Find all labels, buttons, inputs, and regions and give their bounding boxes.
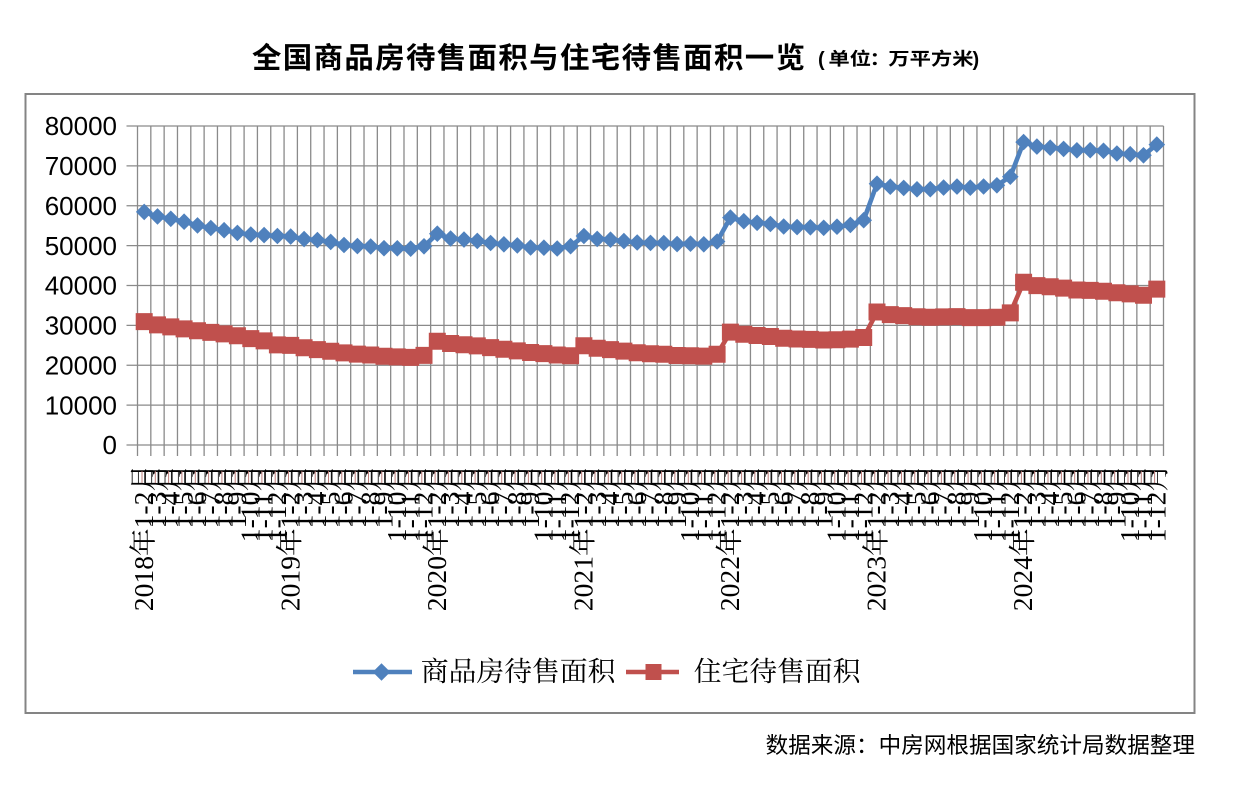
svg-text:2022: 2022 (714, 556, 745, 611)
svg-text:): ) (973, 49, 980, 71)
svg-text:1-8: 1-8 (354, 492, 385, 529)
svg-text:1-10: 1-10 (528, 492, 559, 543)
svg-text:1-2: 1-2 (128, 492, 159, 529)
svg-text:1-7: 1-7 (634, 492, 665, 529)
svg-text:1-10: 1-10 (967, 492, 998, 543)
svg-text:1-9: 1-9 (807, 492, 838, 529)
svg-text:1-11: 1-11 (541, 493, 572, 543)
svg-text:1-7: 1-7 (781, 492, 812, 529)
svg-text:0: 0 (103, 430, 117, 460)
svg-text:1-7: 1-7 (194, 492, 225, 529)
svg-text:2024: 2024 (1007, 556, 1038, 611)
svg-text:1-7: 1-7 (927, 492, 958, 529)
svg-text:1-4: 1-4 (594, 491, 625, 528)
svg-text:1-5: 1-5 (754, 492, 785, 529)
svg-text:30000: 30000 (45, 311, 117, 341)
svg-text:1-6: 1-6 (328, 492, 359, 529)
svg-text:1-10: 1-10 (381, 492, 412, 543)
svg-text:1-5: 1-5 (168, 492, 199, 529)
svg-text:1-3: 1-3 (1021, 492, 1052, 529)
svg-text:1-3: 1-3 (288, 492, 319, 529)
svg-text:1-5: 1-5 (461, 492, 492, 529)
svg-text:1-9: 1-9 (368, 492, 399, 529)
svg-text:1-5: 1-5 (314, 492, 345, 529)
svg-text:1-6: 1-6 (474, 492, 505, 529)
svg-text:1-9: 1-9 (1100, 492, 1131, 529)
svg-text:1-2: 1-2 (1007, 492, 1038, 529)
svg-text:1-7: 1-7 (341, 492, 372, 529)
svg-text:1-3: 1-3 (727, 492, 758, 529)
svg-text:1-9: 1-9 (954, 492, 985, 529)
svg-text:1-4: 1-4 (887, 491, 918, 528)
svg-text:1-5: 1-5 (607, 492, 638, 529)
svg-text:1-8: 1-8 (941, 492, 972, 529)
svg-text:1-11: 1-11 (1127, 493, 1158, 543)
svg-text:2020: 2020 (421, 556, 452, 611)
svg-text:1-9: 1-9 (514, 492, 545, 529)
svg-text:1-5: 1-5 (901, 492, 932, 529)
svg-text:1-8: 1-8 (1087, 492, 1118, 529)
svg-text:10000: 10000 (45, 390, 117, 420)
svg-text:1-2: 1-2 (421, 492, 452, 529)
svg-text:1-11: 1-11 (394, 493, 425, 543)
svg-text:1-11: 1-11 (687, 493, 718, 543)
svg-text:1-6: 1-6 (181, 492, 212, 529)
svg-text:1-8: 1-8 (501, 492, 532, 529)
svg-text:1-10: 1-10 (1114, 492, 1145, 543)
svg-text:80000: 80000 (45, 111, 117, 141)
svg-text:1-3: 1-3 (581, 492, 612, 529)
svg-text:1-5: 1-5 (1047, 492, 1078, 529)
svg-text:1-9: 1-9 (661, 492, 692, 529)
svg-text:1-9: 1-9 (221, 492, 252, 529)
svg-text:1-6: 1-6 (621, 492, 652, 529)
svg-text:2019: 2019 (274, 556, 305, 611)
svg-text:1-3: 1-3 (874, 492, 905, 529)
svg-text:1-11: 1-11 (248, 493, 279, 543)
svg-text:1-4: 1-4 (301, 491, 332, 528)
svg-text:1-10: 1-10 (674, 492, 705, 543)
svg-text:60000: 60000 (45, 191, 117, 221)
svg-text:1-4: 1-4 (741, 491, 772, 528)
svg-text:1-7: 1-7 (488, 492, 519, 529)
svg-text:1-4: 1-4 (1034, 491, 1065, 528)
svg-text:20000: 20000 (45, 350, 117, 380)
svg-text:40000: 40000 (45, 271, 117, 301)
svg-text:2023: 2023 (861, 556, 892, 611)
svg-text:1-2: 1-2 (274, 492, 305, 529)
svg-text:1-8: 1-8 (647, 492, 678, 529)
svg-text:1-7: 1-7 (1074, 492, 1105, 529)
svg-text:1-6: 1-6 (1060, 492, 1091, 529)
svg-text:1-3: 1-3 (434, 492, 465, 529)
svg-text:1-10: 1-10 (234, 492, 265, 543)
svg-text:70000: 70000 (45, 151, 117, 181)
svg-text:1-8: 1-8 (208, 492, 239, 529)
svg-text:1-4: 1-4 (154, 491, 185, 528)
svg-text:2018: 2018 (128, 556, 159, 611)
svg-text:1-2: 1-2 (861, 492, 892, 529)
svg-text:1-2: 1-2 (567, 492, 598, 529)
svg-text:1-11: 1-11 (834, 493, 865, 543)
svg-text:1-11: 1-11 (981, 493, 1012, 543)
svg-text:1-4: 1-4 (448, 491, 479, 528)
svg-text:1-2: 1-2 (714, 492, 745, 529)
svg-text:1-6: 1-6 (767, 492, 798, 529)
svg-text:1-12: 1-12 (1140, 492, 1171, 543)
svg-text:1-10: 1-10 (821, 492, 852, 543)
svg-text:1-3: 1-3 (141, 492, 172, 529)
svg-text:1-8: 1-8 (794, 492, 825, 529)
svg-text:2021: 2021 (567, 556, 598, 611)
svg-text:1-6: 1-6 (914, 492, 945, 529)
svg-text:50000: 50000 (45, 231, 117, 261)
svg-text:(: ( (818, 49, 825, 71)
